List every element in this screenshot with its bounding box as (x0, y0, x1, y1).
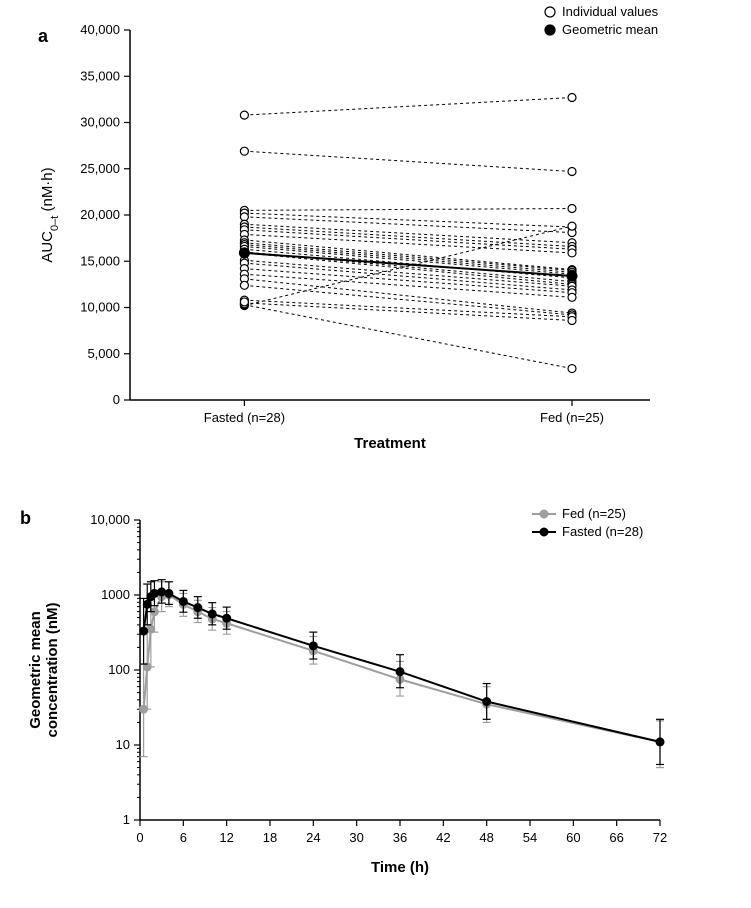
pair-line (244, 151, 572, 171)
individual-point (568, 293, 576, 301)
panel-a-xcat-label: Fed (n=25) (540, 410, 604, 425)
panel-a-ytick-label: 20,000 (80, 207, 120, 222)
series-fasted-point (158, 588, 166, 596)
pair-line (244, 209, 572, 211)
panel-b-xtick-label: 24 (306, 830, 320, 845)
panel-a-ytick-label: 40,000 (80, 22, 120, 37)
legend-marker-icon (545, 7, 555, 17)
panel-a-ytick-label: 15,000 (80, 253, 120, 268)
geomean-point (567, 271, 577, 281)
panel-a-ytick-label: 25,000 (80, 161, 120, 176)
panel-b-xtick-label: 18 (263, 830, 277, 845)
individual-point (568, 205, 576, 213)
individual-point (240, 111, 248, 119)
legend-marker-icon (540, 510, 548, 518)
panel-b-ytick-label: 1 (123, 812, 130, 827)
individual-point (240, 281, 248, 289)
figure-svg: a 0 5,000 10,000 15,000 20,000 25,000 30,000 35,… (0, 0, 751, 908)
panel-b-xtick-label: 12 (219, 830, 233, 845)
individual-point (568, 222, 576, 230)
panel-b-ytick-label: 1000 (101, 587, 130, 602)
legend-label: Fasted (n=28) (562, 524, 643, 539)
panel-b-x-axis-label: Time (h) (371, 859, 429, 876)
series-fasted-point (483, 698, 491, 706)
pair-line (244, 98, 572, 116)
series-fasted-point (309, 642, 317, 650)
panel-b-xtick-label: 72 (653, 830, 667, 845)
series-fasted-point (656, 738, 664, 746)
panel-a-pair-lines (244, 98, 572, 369)
individual-point (240, 298, 248, 306)
series-fed-point (147, 625, 155, 633)
legend-label: Individual values (562, 4, 659, 19)
panel-b-label: b (20, 508, 31, 528)
series-fasted-point (143, 600, 151, 608)
individual-point (568, 365, 576, 373)
panel-b-xtick-label: 66 (609, 830, 623, 845)
pair-line (244, 279, 572, 313)
pair-line (244, 226, 572, 306)
series-fasted-point (396, 668, 404, 676)
geomean-point (239, 248, 249, 258)
series-fasted-point (150, 589, 158, 597)
panel-b-xtick-label: 30 (349, 830, 363, 845)
panel-b-xtick-label: 0 (136, 830, 143, 845)
panel-a-y-axis-label: AUC0–t (nM·h) (39, 167, 61, 262)
pair-line (244, 285, 572, 315)
series-fasted-point (194, 604, 202, 612)
panel-b-ytick-label: 100 (108, 662, 130, 677)
series-fasted-point (208, 610, 216, 618)
pair-line (244, 303, 572, 321)
panel-a-ytick-label: 35,000 (80, 68, 120, 83)
panel-b-xtick-label: 42 (436, 830, 450, 845)
panel-b-xtick-label: 60 (566, 830, 580, 845)
panel-a-ytick-label: 0 (113, 392, 120, 407)
individual-point (568, 94, 576, 102)
panel-a-xcat-label: Fasted (n=28) (204, 410, 285, 425)
legend-label: Geometric mean (562, 22, 658, 37)
legend-marker-icon (540, 528, 548, 536)
series-fasted-point (223, 614, 231, 622)
individual-point (568, 249, 576, 257)
individual-point (568, 168, 576, 176)
panel-b-xtick-label: 6 (180, 830, 187, 845)
panel-b-ytick-label: 10 (116, 737, 130, 752)
panel-a-ytick-label: 10,000 (80, 300, 120, 315)
series-fasted-point (140, 627, 148, 635)
legend-marker-icon (545, 25, 555, 35)
panel-b-y-axis-label: Geometric meanconcentration (nM) (27, 603, 61, 738)
panel-b-xtick-label: 54 (523, 830, 537, 845)
series-fasted-point (165, 589, 173, 597)
individual-point (240, 147, 248, 155)
series-fed-point (140, 705, 148, 713)
legend-label: Fed (n=25) (562, 506, 626, 521)
panel-b-ytick-label: 10,000 (90, 512, 130, 527)
panel-a-ytick-label: 30,000 (80, 115, 120, 130)
panel-a-label: a (38, 26, 49, 46)
series-fasted-point (179, 597, 187, 605)
panel-a-x-axis-label: Treatment (354, 435, 426, 452)
individual-point (568, 316, 576, 324)
pair-line (244, 253, 572, 284)
series-fasted-line (144, 592, 660, 742)
panel-b-xtick-label: 36 (393, 830, 407, 845)
panel-b-xtick-label: 48 (479, 830, 493, 845)
panel-a-ytick-label: 5,000 (87, 346, 120, 361)
